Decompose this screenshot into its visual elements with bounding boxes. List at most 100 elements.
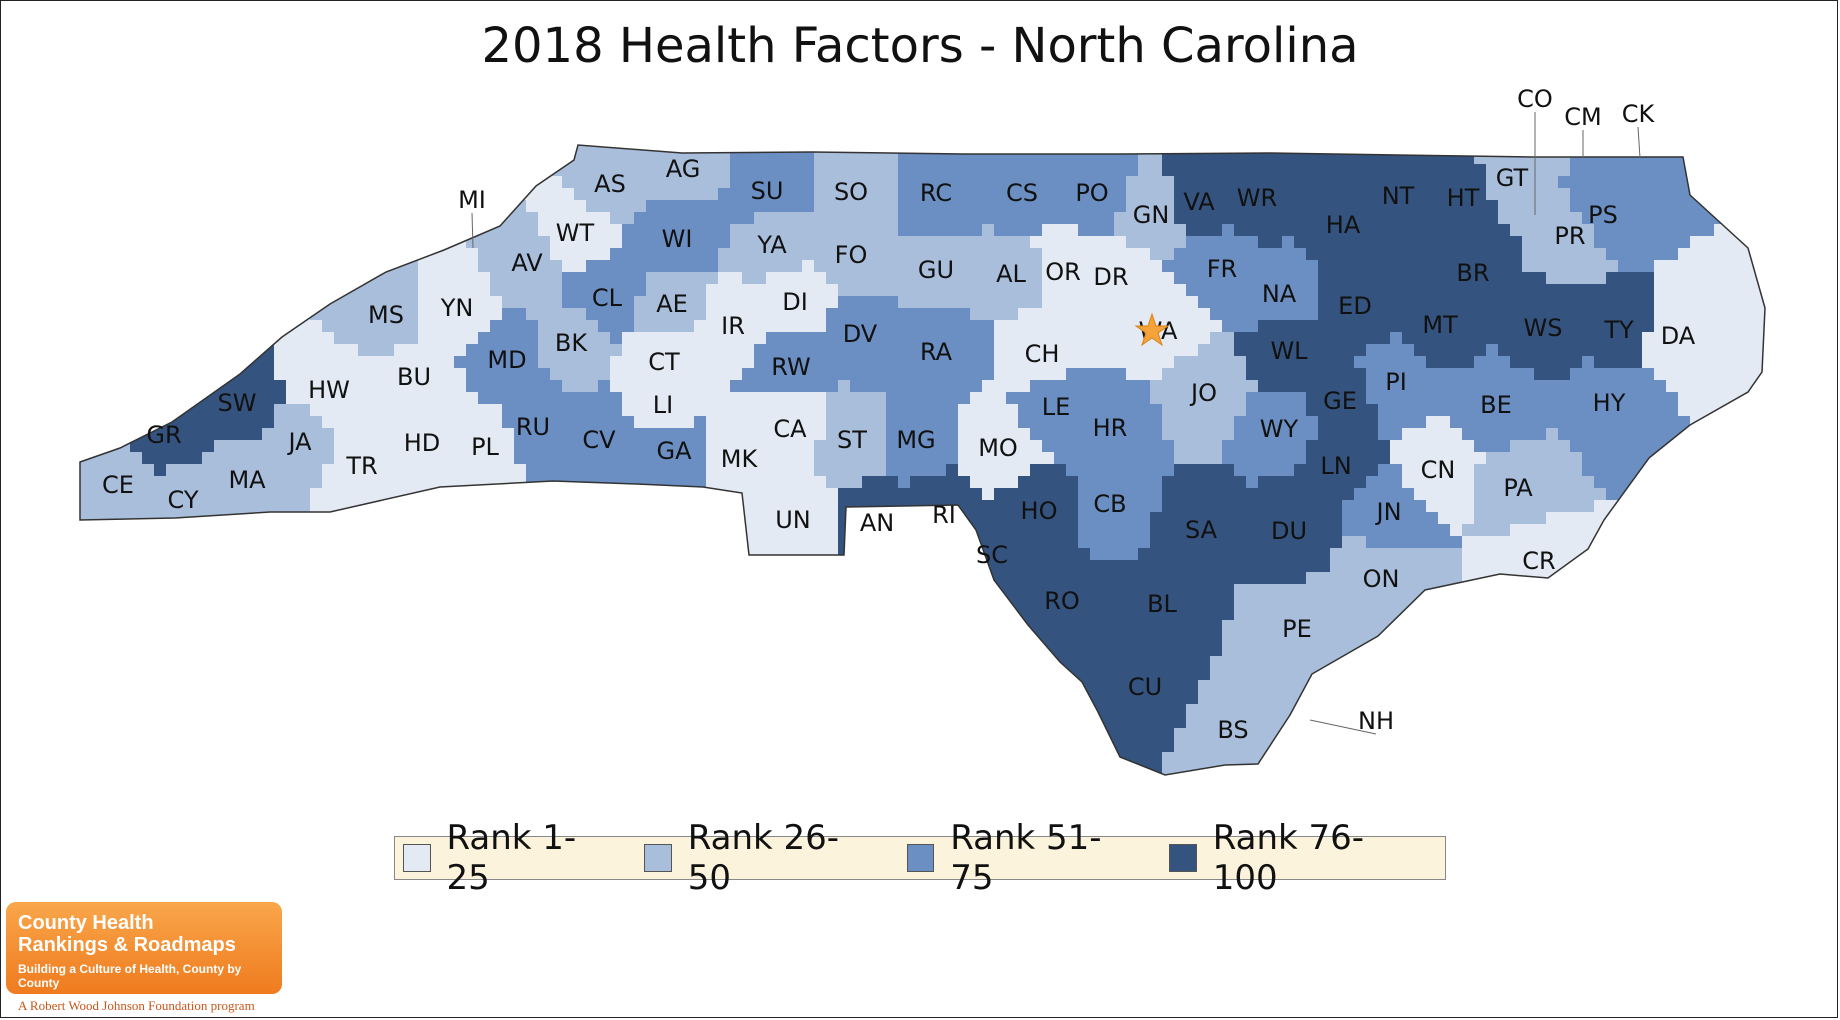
county-region-br xyxy=(1474,260,1487,273)
county-region-bu xyxy=(430,392,443,405)
county-region-wy xyxy=(1234,416,1247,429)
county-region-un xyxy=(730,524,743,537)
county-region-cs xyxy=(982,152,995,165)
county-region-gt xyxy=(1486,145,1499,153)
county-region-gr xyxy=(106,368,119,381)
county-region-hy xyxy=(1582,464,1595,477)
county-region-ms xyxy=(250,145,263,153)
county-region-st xyxy=(862,428,875,441)
county-region-wy xyxy=(1282,464,1295,477)
county-region-hw xyxy=(334,380,347,393)
county-region-nt xyxy=(1342,145,1355,153)
county-region-gr xyxy=(94,284,107,297)
county-region-wr xyxy=(1234,145,1247,153)
county-region-ct xyxy=(670,344,683,357)
county-region-cb xyxy=(1138,476,1151,489)
county-region-ma xyxy=(274,524,287,537)
county-region-wt xyxy=(586,224,599,237)
county-region-jn xyxy=(1378,476,1391,489)
county-region-ct xyxy=(610,368,623,381)
county-region-cr xyxy=(1522,548,1535,561)
county-region-hd xyxy=(442,416,455,429)
county-region-dv xyxy=(826,308,839,321)
county-region-un xyxy=(826,512,839,525)
county-region-mo xyxy=(1018,464,1031,477)
county-region-ms xyxy=(370,320,383,333)
county-region-hw xyxy=(322,356,335,369)
county-region-av xyxy=(406,145,419,153)
county-region-ps xyxy=(1690,188,1703,201)
county-region-sa xyxy=(1234,524,1247,537)
county-region-wa xyxy=(1162,344,1175,357)
county-region-sw xyxy=(226,428,239,441)
county-region-ty xyxy=(1594,308,1607,321)
county-region-wl xyxy=(1282,380,1295,393)
county-region-br xyxy=(1474,272,1487,285)
county-region-ch xyxy=(994,368,1007,381)
county-region-ri xyxy=(910,512,923,525)
county-region-so xyxy=(838,200,851,213)
county-region-or xyxy=(1066,308,1079,321)
county-region-ps xyxy=(1606,212,1619,225)
county-region-ge xyxy=(1330,356,1343,369)
county-region-ms xyxy=(322,212,335,225)
county-region-pl xyxy=(490,488,503,501)
county-region-pi xyxy=(1438,368,1451,381)
county-region-ce xyxy=(82,464,95,477)
county-region-ms xyxy=(358,296,371,309)
county-region-pl xyxy=(454,452,467,465)
county-region-cr xyxy=(1594,536,1607,549)
county-region-pi xyxy=(1426,392,1439,405)
county-region-sw xyxy=(130,200,143,213)
county-region-ha xyxy=(1330,212,1343,225)
county-region-da xyxy=(1726,308,1739,321)
county-region-hy xyxy=(1582,428,1595,441)
county-region-pa xyxy=(1522,464,1535,477)
county-region-wr xyxy=(1282,176,1295,189)
county-region-mo xyxy=(982,428,995,441)
county-region-cs xyxy=(1006,212,1019,225)
county-region-da xyxy=(1666,332,1679,345)
county-region-dr xyxy=(1090,296,1103,309)
county-region-ms xyxy=(322,188,335,201)
county-region-br xyxy=(1486,296,1499,309)
county-region-po xyxy=(1078,176,1091,189)
county-region-cv xyxy=(610,452,623,465)
county-region-rc xyxy=(910,176,923,189)
county-region-ms xyxy=(286,176,299,189)
county-region-pa xyxy=(1534,440,1547,453)
county-region-ru xyxy=(550,428,563,441)
county-region-av xyxy=(538,272,551,285)
county-region-ae xyxy=(646,320,659,333)
county-region-rc xyxy=(958,224,971,237)
county-region-gu xyxy=(934,260,947,273)
county-region-rc xyxy=(946,188,959,201)
county-region-hy xyxy=(1606,452,1619,465)
county-region-gu xyxy=(922,284,935,297)
county-region-du xyxy=(1270,488,1283,501)
county-region-br xyxy=(1486,248,1499,261)
county-region-ct xyxy=(658,356,671,369)
county-region-va xyxy=(1198,212,1211,225)
county-region-as xyxy=(634,164,647,177)
county-region-po xyxy=(1102,200,1115,213)
county-region-ms xyxy=(406,224,419,237)
county-region-tr xyxy=(382,536,395,549)
county-region-dr xyxy=(1090,248,1103,261)
county-region-pa xyxy=(1570,476,1583,489)
county-region-mo xyxy=(970,464,983,477)
county-region-ms xyxy=(406,320,419,333)
county-region-cy xyxy=(202,524,215,537)
county-region-pa xyxy=(1570,488,1583,501)
county-region-ln xyxy=(1366,452,1379,465)
county-region-cs xyxy=(1018,212,1031,225)
county-region-va xyxy=(1174,164,1187,177)
county-region-ae xyxy=(658,272,671,285)
county-region-gr xyxy=(80,212,83,225)
county-region-gt xyxy=(1522,176,1535,189)
county-region-as xyxy=(610,164,623,177)
county-region-ms xyxy=(238,236,251,249)
county-region-ps xyxy=(1654,176,1667,189)
county-region-ws xyxy=(1522,284,1535,297)
county-region-br xyxy=(1474,248,1487,261)
